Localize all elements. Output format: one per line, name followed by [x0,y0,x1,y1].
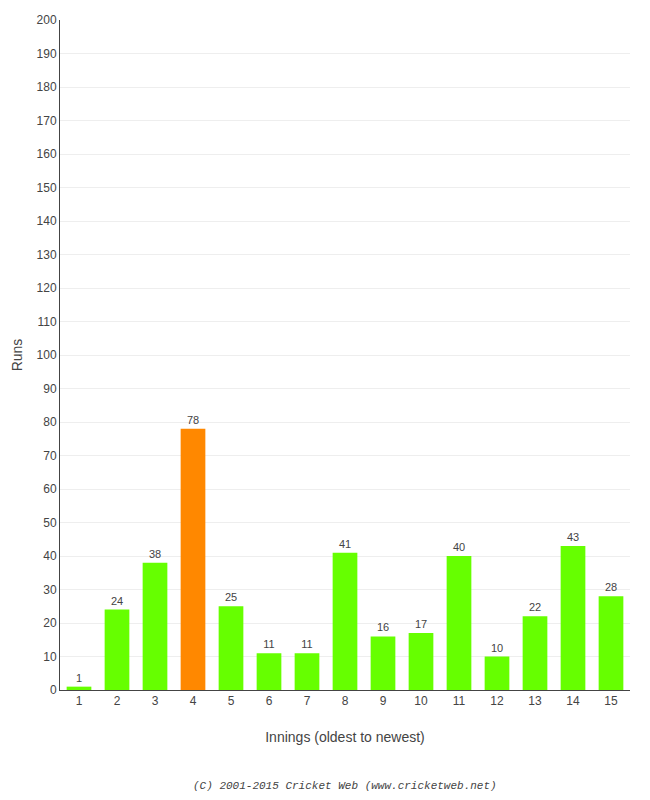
svg-text:11: 11 [301,638,312,650]
svg-text:17: 17 [415,618,427,630]
svg-text:Runs: Runs [9,339,25,372]
svg-text:7: 7 [304,694,311,708]
svg-text:40: 40 [453,541,465,553]
svg-text:180: 180 [37,80,57,94]
svg-text:140: 140 [37,214,57,228]
svg-text:10: 10 [414,694,428,708]
svg-text:100: 100 [37,348,57,362]
svg-text:3: 3 [152,694,159,708]
svg-text:40: 40 [43,549,57,563]
svg-text:25: 25 [225,591,237,603]
svg-text:90: 90 [43,382,57,396]
svg-text:10: 10 [43,650,57,664]
svg-text:1: 1 [76,672,82,684]
svg-text:5: 5 [228,694,235,708]
svg-text:190: 190 [37,47,57,61]
svg-text:11: 11 [263,638,274,650]
svg-text:150: 150 [37,181,57,195]
svg-text:22: 22 [529,601,541,613]
svg-text:Innings (oldest to newest): Innings (oldest to newest) [265,729,425,745]
svg-text:2: 2 [114,694,121,708]
svg-text:13: 13 [528,694,542,708]
svg-text:4: 4 [190,694,197,708]
svg-text:8: 8 [342,694,349,708]
svg-text:(C) 2001-2015 Cricket Web (www: (C) 2001-2015 Cricket Web (www.cricketwe… [193,780,497,792]
svg-text:130: 130 [37,248,57,262]
svg-text:28: 28 [605,581,617,593]
svg-text:15: 15 [604,694,618,708]
svg-text:110: 110 [37,315,56,329]
svg-text:30: 30 [43,583,57,597]
svg-text:10: 10 [491,642,503,654]
svg-text:60: 60 [43,482,57,496]
svg-text:170: 170 [37,114,57,128]
svg-text:50: 50 [43,516,57,530]
svg-text:41: 41 [339,538,351,550]
svg-text:24: 24 [111,595,123,607]
svg-text:9: 9 [380,694,387,708]
svg-text:1: 1 [76,694,83,708]
svg-text:200: 200 [37,13,57,27]
svg-text:38: 38 [149,548,161,560]
svg-text:78: 78 [187,414,199,426]
svg-text:6: 6 [266,694,273,708]
svg-text:11: 11 [453,694,466,708]
svg-text:160: 160 [37,147,57,161]
svg-text:20: 20 [43,616,57,630]
svg-text:80: 80 [43,415,57,429]
svg-text:14: 14 [566,694,580,708]
svg-text:70: 70 [43,449,57,463]
svg-text:16: 16 [377,621,389,633]
svg-text:12: 12 [490,694,504,708]
svg-text:0: 0 [50,683,57,697]
svg-text:120: 120 [37,281,57,295]
svg-text:43: 43 [567,531,579,543]
